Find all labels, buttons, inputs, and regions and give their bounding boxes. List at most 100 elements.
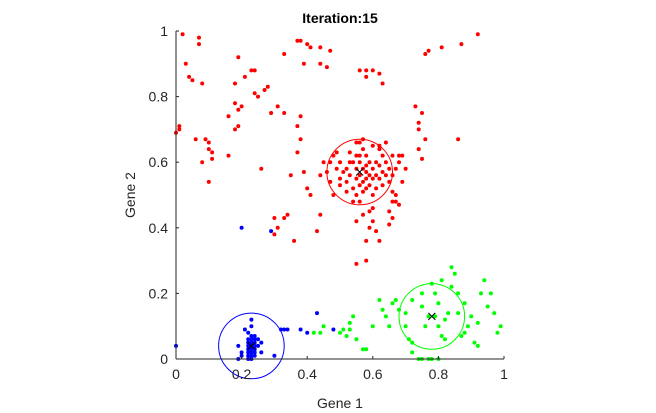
data-point [308, 45, 313, 50]
data-point [387, 179, 392, 184]
data-point [334, 150, 339, 155]
centroid-marker [427, 312, 436, 321]
data-point [397, 202, 401, 207]
data-point [239, 350, 244, 355]
data-point [236, 343, 241, 348]
data-point [200, 81, 205, 86]
data-point [298, 327, 303, 332]
data-point [193, 137, 198, 142]
data-point [443, 317, 447, 322]
x-ticks: 0 0.2 0.4 0.6 0.8 1 [172, 356, 508, 382]
data-point [183, 61, 188, 66]
data-point [347, 320, 352, 325]
data-point [298, 38, 303, 43]
data-point [252, 343, 257, 348]
data-point [206, 140, 211, 145]
x-tick-label: 0 [172, 366, 180, 382]
data-point [285, 212, 290, 217]
data-point [344, 179, 349, 184]
data-point [364, 68, 369, 73]
data-point [239, 353, 244, 358]
data-point [377, 238, 382, 243]
data-point [380, 153, 385, 158]
data-point [321, 324, 326, 329]
data-point [301, 170, 306, 174]
data-point [338, 183, 342, 188]
data-point [249, 334, 254, 338]
data-point [272, 232, 277, 237]
data-point [393, 199, 398, 204]
data-point [233, 81, 237, 86]
data-point [403, 311, 408, 316]
data-point [390, 301, 395, 306]
centroid-marker [247, 342, 256, 350]
data-point [210, 156, 215, 161]
centroid-marker [355, 168, 364, 176]
data-point [246, 330, 251, 335]
data-point [370, 219, 375, 224]
data-point [324, 65, 329, 70]
data-point [387, 209, 392, 214]
data-point [187, 74, 192, 79]
data-point [475, 343, 480, 348]
data-point [367, 225, 372, 230]
data-point [354, 193, 359, 197]
data-point [305, 42, 310, 47]
data-point [236, 107, 241, 112]
data-point [439, 278, 444, 283]
data-point [364, 186, 369, 191]
data-point [377, 71, 382, 76]
data-point [249, 347, 254, 352]
data-point [413, 104, 418, 109]
data-point [226, 153, 231, 158]
data-point [475, 320, 480, 325]
data-point [387, 324, 392, 329]
data-point [456, 311, 461, 316]
data-point [298, 137, 303, 142]
data-point [436, 324, 441, 329]
data-point [393, 298, 398, 302]
data-point [449, 284, 454, 289]
data-point [265, 84, 270, 89]
data-point [370, 176, 375, 181]
y-tick-label: 0 [160, 351, 168, 367]
data-point [364, 176, 369, 181]
data-point [361, 212, 365, 217]
data-point [357, 153, 362, 158]
data-point [361, 347, 365, 352]
data-point [252, 91, 257, 96]
data-point [272, 216, 277, 220]
data-point [256, 94, 260, 99]
data-point [226, 114, 231, 119]
data-point [403, 324, 408, 329]
data-point [370, 324, 375, 329]
data-point [370, 166, 375, 171]
data-point [269, 229, 274, 234]
data-point [374, 229, 379, 234]
data-point [272, 353, 277, 358]
data-point [321, 160, 326, 165]
data-point [282, 216, 287, 220]
y-tick-label: 0.4 [149, 220, 169, 236]
data-point [465, 324, 470, 329]
data-point [197, 35, 201, 40]
data-point [390, 199, 395, 204]
data-point [479, 291, 483, 296]
data-point [393, 193, 398, 197]
data-point [446, 311, 451, 316]
data-point [357, 140, 362, 145]
data-point [239, 104, 244, 109]
data-point [433, 314, 438, 319]
data-point [200, 160, 205, 165]
data-point [249, 353, 254, 358]
y-tick-label: 0.6 [149, 154, 169, 170]
data-point [364, 258, 369, 263]
data-point [377, 147, 382, 152]
data-point [420, 304, 424, 309]
data-point [351, 314, 356, 319]
data-point [249, 68, 254, 73]
data-point [318, 330, 323, 335]
data-point [252, 353, 257, 358]
data-point [400, 153, 405, 158]
data-point [364, 170, 369, 174]
